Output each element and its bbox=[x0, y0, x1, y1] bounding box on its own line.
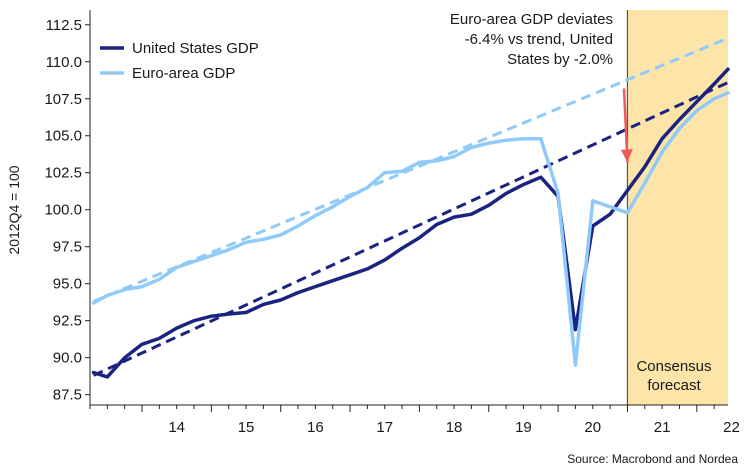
series-lines bbox=[91, 67, 730, 379]
x-tick-label: 20 bbox=[584, 419, 601, 436]
axes: 87.5 90.0 92.5 95.0 97.5 100.0 102.5 105.0 107.5… bbox=[44, 10, 740, 436]
forecast-label-line1: Consensus bbox=[636, 358, 711, 375]
annotation-line2: -6.4% vs trend, United bbox=[465, 31, 613, 48]
x-tick-label: 22 bbox=[723, 419, 740, 436]
source-note: Source: Macrobond and Nordea bbox=[567, 452, 738, 466]
y-tick-label: 102.5 bbox=[44, 165, 82, 182]
legend: United States GDP Euro-area GDP bbox=[100, 40, 259, 82]
annotation-line1: Euro-area GDP deviates bbox=[450, 11, 613, 28]
y-tick-label: 87.5 bbox=[53, 387, 82, 404]
trend-line-3 bbox=[92, 36, 729, 303]
x-tick-label: 14 bbox=[168, 419, 185, 436]
x-tick-label: 17 bbox=[376, 419, 393, 436]
forecast-shade bbox=[627, 10, 728, 405]
y-tick-label: 112.5 bbox=[46, 17, 82, 34]
annotation-arrow-head bbox=[620, 149, 633, 163]
x-tick-label: 18 bbox=[446, 419, 463, 436]
series-line-1 bbox=[91, 91, 730, 367]
y-tick-label: 107.5 bbox=[44, 91, 82, 108]
series-line-0 bbox=[91, 67, 730, 379]
y-axis-label: 2012Q4 = 100 bbox=[6, 165, 22, 254]
x-tick-label: 16 bbox=[307, 419, 324, 436]
x-tick-label: 19 bbox=[515, 419, 532, 436]
annotation-line3: States by -2.0% bbox=[507, 51, 613, 68]
x-tick-label: 15 bbox=[238, 419, 255, 436]
y-tick-label: 105.0 bbox=[44, 128, 82, 145]
y-tick-label: 110.0 bbox=[46, 54, 82, 71]
trend-line-2 bbox=[92, 81, 729, 377]
forecast-label-line2: forecast bbox=[647, 377, 701, 394]
y-tick-label: 100.0 bbox=[44, 202, 82, 219]
trend-lines bbox=[92, 36, 729, 377]
y-tick-label: 92.5 bbox=[53, 313, 82, 330]
forecast-region bbox=[626, 10, 728, 405]
annotations bbox=[620, 88, 633, 163]
legend-label-euro: Euro-area GDP bbox=[132, 65, 235, 82]
y-tick-label: 95.0 bbox=[53, 276, 82, 293]
y-tick-label: 97.5 bbox=[53, 239, 82, 256]
legend-label-us: United States GDP bbox=[132, 40, 259, 57]
x-tick-label: 21 bbox=[654, 419, 671, 436]
y-tick-label: 90.0 bbox=[53, 350, 82, 367]
